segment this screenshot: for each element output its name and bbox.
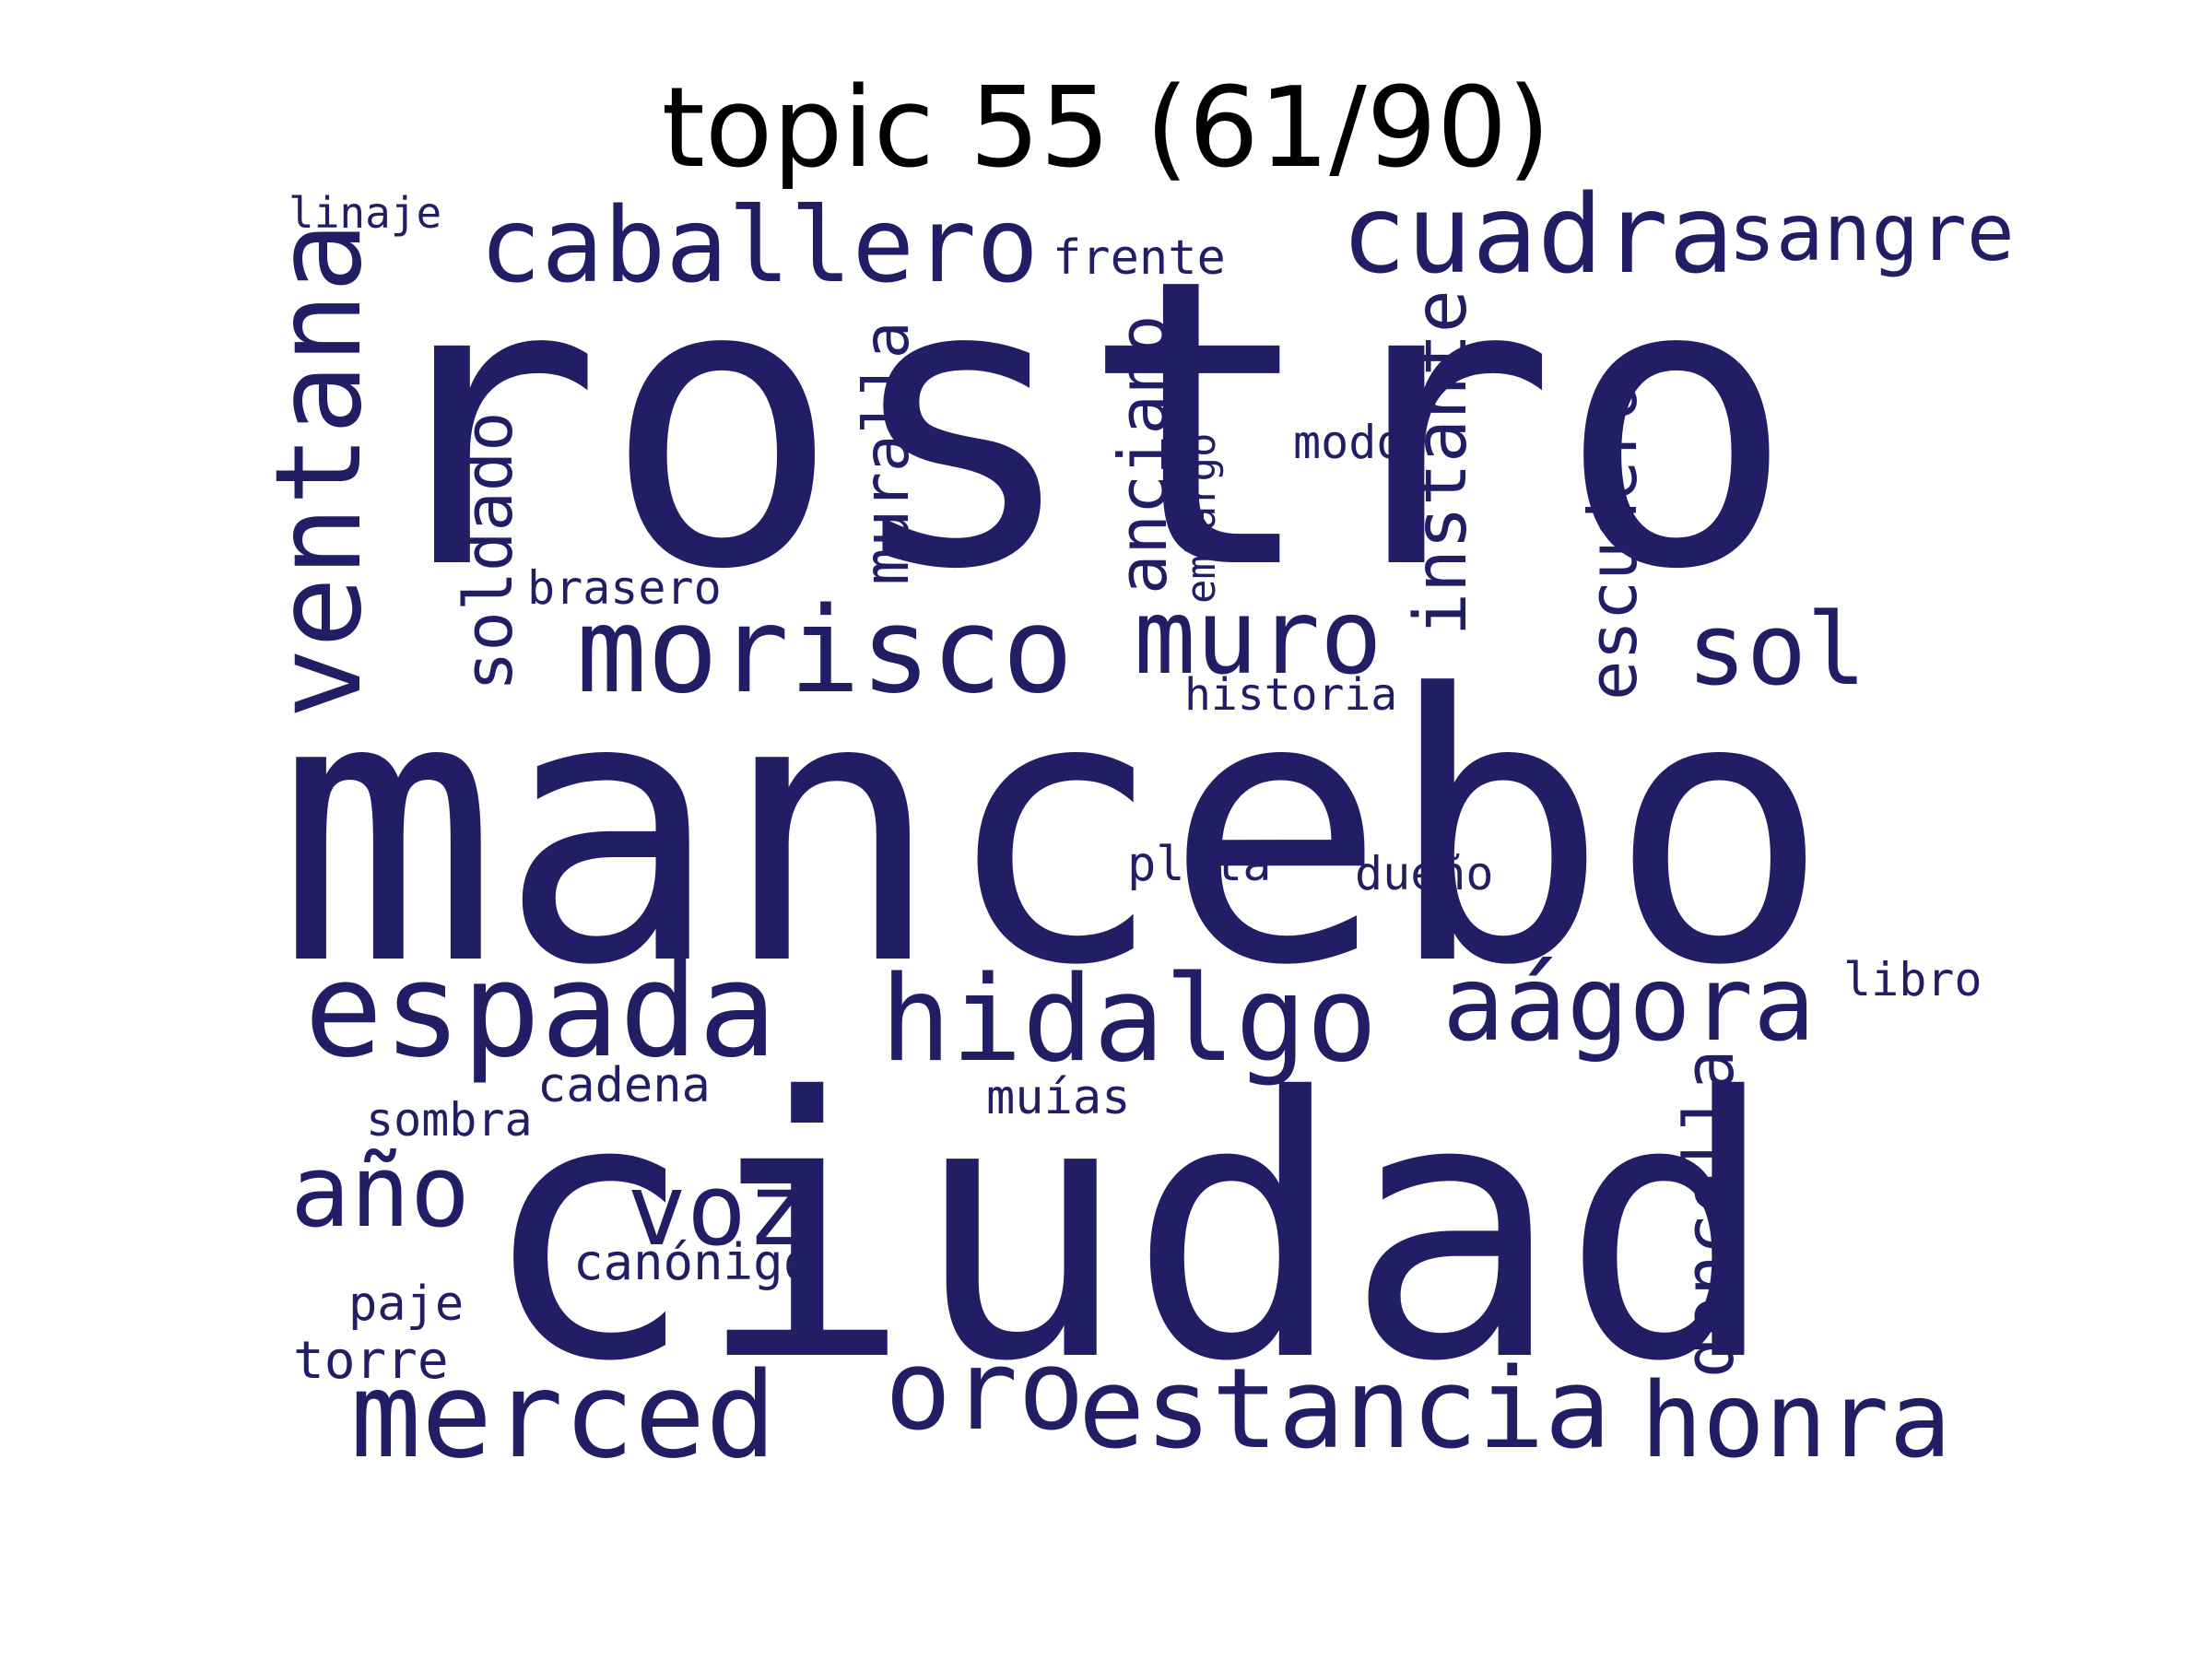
cloud-word: rostro bbox=[364, 195, 1795, 656]
cloud-word: muralla bbox=[851, 321, 924, 585]
cloud-word: espada bbox=[304, 935, 777, 1087]
cloud-word: mancebo bbox=[276, 618, 1830, 1046]
cloud-word: ciudad bbox=[479, 1021, 1778, 1440]
cloud-word: honra bbox=[1641, 1361, 1951, 1481]
cloud-word: instante bbox=[1400, 289, 1483, 636]
cloud-word: doncella bbox=[1670, 1050, 1749, 1378]
cloud-word: modo bbox=[1293, 416, 1404, 469]
cloud-word: torre bbox=[293, 1331, 449, 1391]
cloud-word: libro bbox=[1843, 953, 1983, 1006]
cloud-word: hidalgo bbox=[880, 951, 1377, 1088]
cloud-word: muro bbox=[1134, 578, 1382, 698]
cloud-word: sangre bbox=[1728, 187, 2015, 279]
cloud-word: caballero bbox=[479, 186, 1039, 306]
cloud-word: plata bbox=[1127, 837, 1272, 892]
cloud-word: sombra bbox=[366, 1093, 533, 1147]
cloud-word: frente bbox=[1053, 230, 1226, 286]
cloud-word: anciano bbox=[1104, 315, 1182, 594]
cloud-word: embargo bbox=[1178, 433, 1225, 604]
cloud-word: voz bbox=[627, 1153, 806, 1268]
chart-title: topic 55 (61/90) bbox=[662, 65, 1550, 193]
cloud-word: año bbox=[290, 1135, 470, 1250]
cloud-word: dueño bbox=[1355, 847, 1494, 900]
cloud-word: aágora bbox=[1442, 945, 1816, 1065]
cloud-word: sol bbox=[1687, 593, 1866, 708]
cloud-word: oro bbox=[885, 1327, 1085, 1455]
cloud-word: cadena bbox=[537, 1058, 711, 1113]
cloud-word: soldado bbox=[450, 412, 527, 691]
cloud-word: cuadra bbox=[1341, 171, 1734, 298]
cloud-word: estancia bbox=[1078, 1346, 1611, 1474]
cloud-word: brasero bbox=[527, 561, 722, 615]
cloud-word: canónigo bbox=[573, 1233, 813, 1291]
cloud-word: muías bbox=[986, 1070, 1131, 1125]
cloud-word: paje bbox=[348, 1277, 464, 1332]
cloud-word: merced bbox=[350, 1347, 776, 1485]
cloud-word: morisco bbox=[576, 582, 1073, 720]
cloud-word: escudero bbox=[1574, 381, 1652, 700]
cloud-word: linaje bbox=[288, 188, 441, 238]
cloud-word: historia bbox=[1184, 669, 1397, 721]
cloud-word: ventana bbox=[251, 222, 388, 719]
